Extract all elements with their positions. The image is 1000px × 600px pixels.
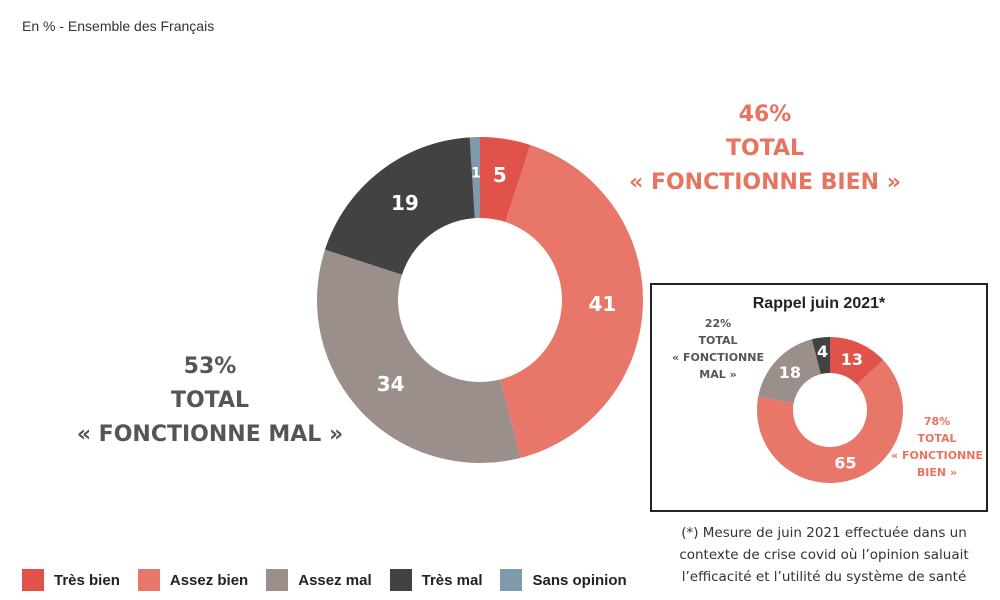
inset-bad-text-1: « FONCTIONNE: [672, 351, 764, 364]
legend-swatch-assez-mal: [266, 569, 289, 591]
total-bad-label: 53% TOTAL « FONCTIONNE MAL »: [60, 350, 360, 452]
inset-slice-0: [830, 337, 884, 385]
legend-swatch-tres-bien: [22, 569, 44, 591]
legend-item-assez-mal: Assez mal: [266, 569, 372, 591]
main-value-label-4: 1: [471, 166, 481, 182]
inset-value-label-3: 4: [817, 342, 828, 361]
inset-total-good: 78% TOTAL « FONCTIONNE BIEN »: [877, 413, 997, 481]
legend-label-assez-bien: Assez bien: [169, 571, 249, 589]
main-value-label-0: 5: [493, 163, 507, 187]
inset-bad-percent: 22%: [704, 317, 732, 330]
main-slice-4: [469, 137, 480, 219]
main-slice-2: [316, 249, 521, 463]
inset-slice-2: [758, 339, 821, 404]
legend-item-tres-bien: Très bien: [22, 569, 120, 591]
inset-slice-1: [757, 360, 903, 483]
legend-item-assez-bien: Assez bien: [137, 569, 249, 591]
total-bad-word: TOTAL: [170, 388, 250, 413]
inset-bad-text-2: MAL »: [699, 368, 737, 381]
legend-swatch-sans-opinion: [500, 569, 523, 591]
inset-value-label-2: 18: [779, 363, 801, 382]
legend-label-tres-mal: Très mal: [421, 571, 483, 589]
footnote-line-2: contexte de crise covid où l’opinion sal…: [679, 547, 969, 563]
legend-label-tres-bien: Très bien: [54, 571, 120, 589]
inset-slice-3: [811, 337, 830, 375]
main-slice-1: [500, 144, 643, 458]
total-good-word: TOTAL: [725, 136, 805, 161]
total-good-text: « FONCTIONNE BIEN »: [629, 170, 901, 195]
inset-value-label-0: 13: [841, 350, 863, 369]
main-value-label-3: 19: [391, 191, 419, 215]
legend-item-tres-mal: Très mal: [389, 569, 483, 591]
inset-title: Rappel juin 2021*: [752, 295, 886, 312]
total-good-label: 46% TOTAL « FONCTIONNE BIEN »: [615, 98, 915, 200]
footnote-line-1: (*) Mesure de juin 2021 effectuée dans u…: [681, 525, 967, 541]
inset-box-june-2021: 13 65 18 4 Rappel juin 2021* 22% TOTAL « FO…: [650, 283, 988, 512]
legend-swatch-tres-mal: [389, 569, 412, 591]
legend: Très bien Assez bien Assez mal Très mal …: [22, 569, 645, 591]
chart-subtitle: En % - Ensemble des Français: [22, 18, 215, 34]
main-value-label-2: 34: [377, 372, 405, 396]
footnote: (*) Mesure de juin 2021 effectuée dans u…: [655, 522, 993, 588]
inset-good-percent: 78%: [923, 415, 951, 428]
inset-donut-chart: 13 65 18 4: [757, 337, 903, 483]
main-value-label-1: 41: [589, 292, 617, 316]
total-bad-text: « FONCTIONNE MAL »: [76, 422, 344, 447]
footnote-line-3: l’efficacité et l’utilité du système de …: [681, 569, 967, 585]
inset-good-text-1: « FONCTIONNE: [891, 449, 983, 462]
legend-label-sans-opinion: Sans opinion: [532, 571, 627, 589]
total-good-percent: 46%: [738, 102, 792, 127]
main-slice-3: [324, 137, 475, 275]
inset-good-word: TOTAL: [917, 432, 957, 445]
inset-bad-word: TOTAL: [698, 334, 738, 347]
legend-swatch-assez-bien: [137, 569, 160, 591]
legend-item-sans-opinion: Sans opinion: [500, 569, 627, 591]
legend-label-assez-mal: Assez mal: [298, 571, 372, 589]
total-bad-percent: 53%: [183, 354, 237, 379]
inset-value-label-1: 65: [834, 453, 856, 472]
inset-total-bad: 22% TOTAL « FONCTIONNE MAL »: [658, 315, 778, 383]
inset-good-text-2: BIEN »: [916, 466, 958, 479]
main-slice-0: [480, 137, 531, 223]
